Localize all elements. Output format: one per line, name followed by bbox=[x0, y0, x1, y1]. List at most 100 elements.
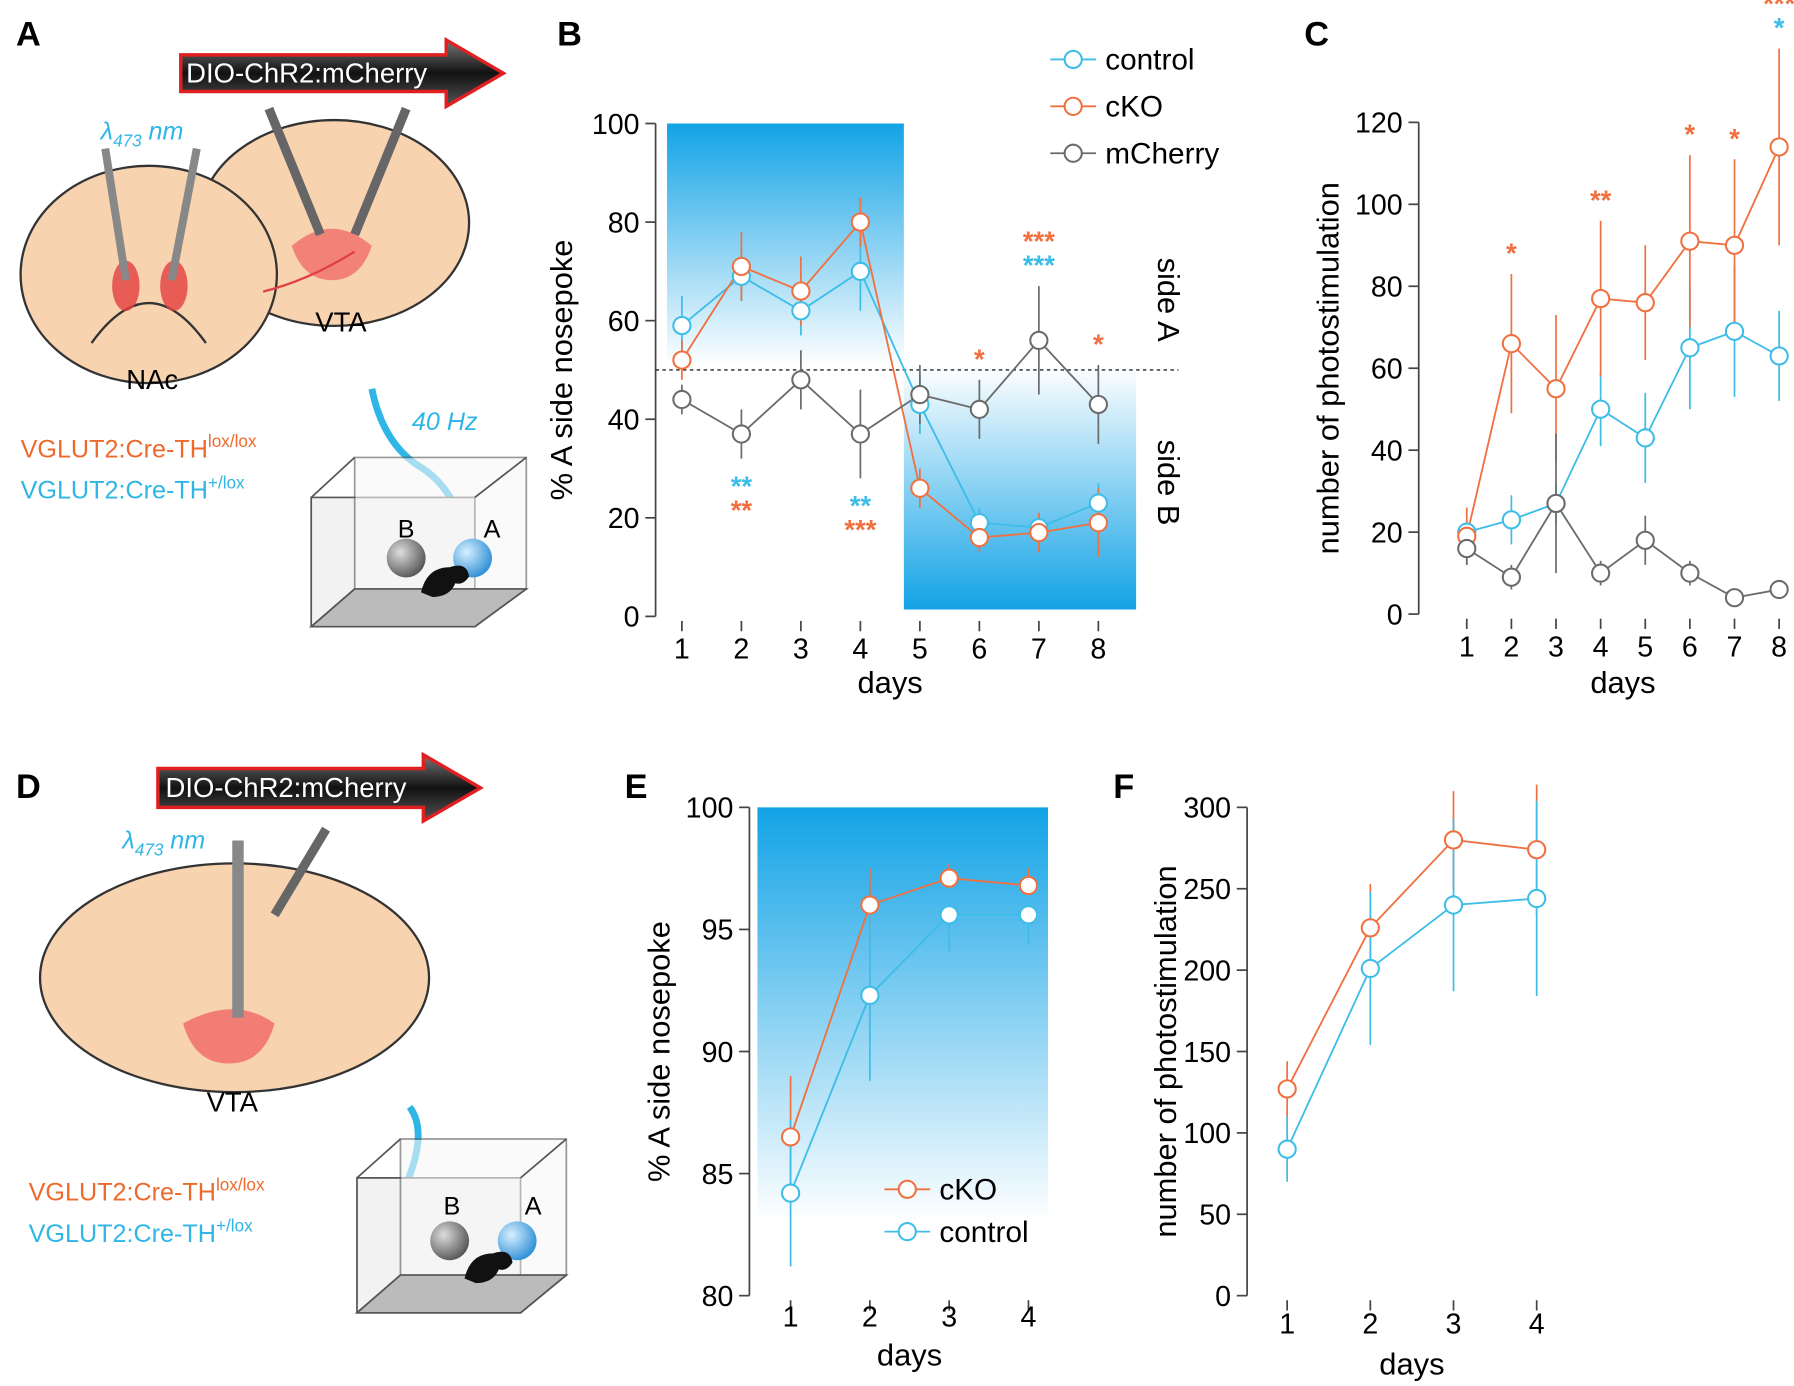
y-axis-label: % A side nosepoke bbox=[641, 921, 676, 1182]
data-point bbox=[850, 424, 870, 444]
y-tick-label: 0 bbox=[1387, 599, 1403, 631]
x-tick-label: 2 bbox=[1362, 1308, 1378, 1340]
data-point bbox=[791, 370, 811, 390]
region-label: NAc bbox=[126, 364, 178, 395]
x-tick-label: 4 bbox=[1021, 1302, 1037, 1334]
panel-label: C bbox=[1304, 16, 1329, 54]
data-point bbox=[1018, 875, 1039, 896]
y-tick-label: 50 bbox=[1199, 1200, 1231, 1232]
x-tick-label: 1 bbox=[783, 1302, 799, 1334]
data-point bbox=[1501, 334, 1522, 354]
panel-label: D bbox=[16, 768, 41, 806]
port-label: B bbox=[398, 515, 415, 543]
legend-marker bbox=[1063, 143, 1083, 163]
legend-label: mCherry bbox=[1105, 138, 1219, 171]
x-axis-label: days bbox=[877, 1337, 942, 1372]
port-ball bbox=[430, 1221, 470, 1261]
data-point bbox=[1088, 493, 1108, 513]
x-tick-label: 4 bbox=[852, 634, 868, 666]
data-point bbox=[791, 301, 811, 321]
y-tick-label: 200 bbox=[1183, 955, 1231, 987]
brain-outline bbox=[90, 301, 207, 344]
x-tick-label: 7 bbox=[1727, 631, 1743, 663]
x-tick-label: 1 bbox=[1459, 631, 1475, 663]
y-tick-label: 300 bbox=[1183, 793, 1231, 825]
genotype: VGLUT2:Cre-TH+/lox bbox=[21, 472, 245, 504]
significance: *** bbox=[1023, 226, 1055, 257]
x-axis-label: days bbox=[1590, 665, 1655, 700]
light-label: λ473 nm bbox=[120, 827, 205, 860]
y-tick-label: 20 bbox=[608, 503, 640, 535]
data-point bbox=[1527, 840, 1547, 860]
data-point bbox=[1546, 379, 1566, 399]
genotype: VGLUT2:Cre-THlox/lox bbox=[21, 431, 257, 463]
x-tick-label: 3 bbox=[1548, 631, 1564, 663]
construct-label: DIO-ChR2:mCherry bbox=[186, 57, 427, 88]
construct-arrow bbox=[156, 751, 484, 825]
light-label: λ473 nm bbox=[99, 118, 184, 151]
data-point bbox=[1635, 530, 1655, 550]
data-point bbox=[1769, 346, 1789, 366]
y-tick-label: 0 bbox=[1215, 1281, 1231, 1313]
x-tick-label: 3 bbox=[1446, 1308, 1462, 1340]
data-point bbox=[1724, 588, 1745, 608]
significance: *** bbox=[844, 514, 876, 545]
x-tick-label: 4 bbox=[1529, 1308, 1545, 1340]
y-tick-label: 120 bbox=[1355, 108, 1403, 140]
significance: * bbox=[1093, 329, 1104, 360]
region-label: VTA bbox=[315, 307, 367, 338]
significance: * bbox=[1729, 123, 1740, 154]
legend-marker bbox=[1063, 96, 1083, 116]
data-point bbox=[860, 895, 880, 915]
data-point bbox=[850, 212, 870, 232]
significance: ** bbox=[1590, 184, 1612, 215]
series-line bbox=[1466, 330, 1780, 534]
y-tick-label: 60 bbox=[608, 306, 640, 338]
data-point bbox=[1029, 522, 1049, 543]
legend-marker bbox=[897, 1179, 917, 1199]
data-point bbox=[791, 281, 811, 301]
data-point bbox=[1443, 895, 1464, 915]
data-point bbox=[1443, 830, 1464, 850]
data-point bbox=[1635, 428, 1655, 448]
y-tick-label: 150 bbox=[1183, 1037, 1231, 1069]
port-label: A bbox=[484, 515, 501, 543]
genotype: VGLUT2:Cre-THlox/lox bbox=[29, 1174, 265, 1206]
panel-label: A bbox=[16, 16, 41, 54]
y-tick-label: 100 bbox=[1183, 1118, 1231, 1150]
series-line bbox=[1286, 838, 1537, 1090]
significance: * bbox=[974, 343, 985, 374]
data-point bbox=[1277, 1139, 1297, 1159]
data-point bbox=[672, 389, 692, 410]
y-axis-label: number of photostimulation bbox=[1148, 865, 1183, 1237]
data-point bbox=[1501, 567, 1522, 587]
x-tick-label: 3 bbox=[793, 634, 809, 666]
data-point bbox=[1360, 958, 1380, 979]
y-tick-label: 250 bbox=[1183, 874, 1231, 906]
data-point bbox=[1680, 338, 1700, 358]
x-tick-label: 8 bbox=[1090, 634, 1106, 666]
panel-label: B bbox=[557, 16, 582, 54]
data-point bbox=[860, 985, 880, 1005]
data-point bbox=[1591, 288, 1611, 309]
data-point bbox=[1680, 563, 1700, 583]
y-tick-label: 80 bbox=[608, 207, 640, 239]
mouse bbox=[421, 565, 470, 597]
legend-label: cKO bbox=[939, 1174, 997, 1207]
optic-fiber bbox=[167, 147, 201, 281]
y-tick-label: 100 bbox=[1355, 190, 1403, 222]
mouse bbox=[464, 1251, 513, 1284]
optic-fiber bbox=[101, 148, 130, 281]
y-tick-label: 80 bbox=[1371, 272, 1403, 304]
syringe bbox=[350, 106, 411, 237]
data-point bbox=[910, 384, 930, 405]
syringe bbox=[270, 826, 331, 918]
data-point bbox=[850, 261, 870, 281]
data-point bbox=[1635, 293, 1655, 313]
x-tick-label: 3 bbox=[941, 1302, 957, 1334]
region-label: VTA bbox=[207, 1087, 259, 1118]
significance: *** bbox=[1763, 0, 1794, 19]
significance: * bbox=[1685, 119, 1696, 150]
construct-label: DIO-ChR2:mCherry bbox=[166, 772, 407, 803]
data-point bbox=[1088, 394, 1108, 415]
